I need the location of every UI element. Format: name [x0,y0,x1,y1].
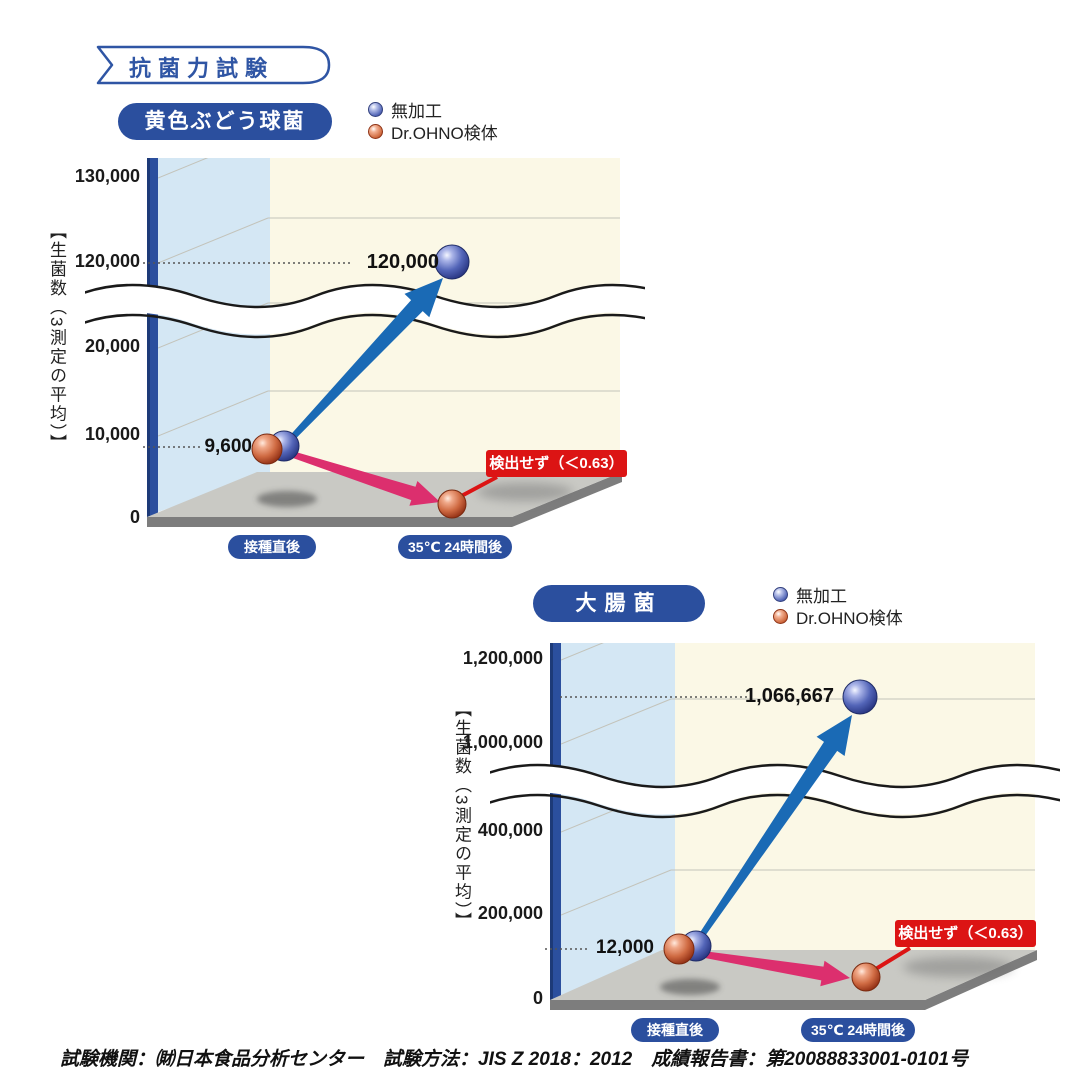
chart2-xlabel-inoculation: 接種直後 [631,1018,719,1042]
legend-untreated-label: 無加工 [391,101,442,121]
untreated-marker-icon [368,101,383,117]
legend-untreated-label: 無加工 [796,586,847,606]
chart2-title: 大腸菌 [575,592,663,615]
header-chevron-ribbon-icon [96,45,331,85]
chart1-decrease-arrow-icon [284,449,440,506]
chart1-untreated-value: 120,000 [366,251,439,273]
chart2-increase-arrow-icon [699,715,852,937]
legend-item-untreated: 無加工 [773,583,903,606]
chart1-y-axis-bar-shade [147,158,150,527]
chart2-side-wall [561,643,675,995]
sample-marker-icon [368,123,383,139]
sample-marker-icon [773,608,788,624]
chart1-start-sample-sphere [251,433,283,465]
chart1-y-axis-bar [147,158,158,527]
chart2-ytick: 400,000 [477,820,543,840]
chart2-xlabel-24h: 35℃ 24時間後 [801,1018,915,1042]
chart1-title: 黄色ぶどう球菌 [144,110,306,133]
test-certification-note: 試験機関：㈶日本食品分析センター 試験方法：JIS Z 2018：2012 成績… [60,1049,969,1070]
chart2-ytick: 200,000 [477,903,543,923]
chart2-plot [490,643,1060,1010]
chart2-floor-edge [550,950,1037,1010]
chart1-not-detected-callout: 検出せず（＜0.63） [486,450,627,477]
chart1-ytick: 20,000 [84,336,140,356]
chart2-title-badge: 大腸菌 [533,585,705,622]
chart2-start-sample-sphere [663,933,695,965]
untreated-marker-icon [773,586,788,602]
legend-sample-label: Dr.OHNO検体 [796,608,903,628]
chart1-start-value: 9,600 [204,436,252,457]
chart2-end-sample-sphere [851,962,881,992]
page-title: 抗菌力試験 [129,56,275,81]
chart1-end-sample-sphere [437,489,467,519]
chart1-ytick: 120,000 [74,251,140,271]
chart1-increase-arrow-icon [287,278,443,443]
legend-item-untreated: 無加工 [368,98,498,121]
start-point-shadow [660,979,720,995]
chart1-side-wall [158,158,270,512]
chart1-floor [147,472,622,517]
chart1-leader-lines [143,262,350,448]
chart2-start-value: 12,000 [595,937,654,958]
chart2-y-axis-bar [550,643,561,1010]
chart1-end-untreated-sphere [434,244,470,280]
chart2-untreated-value: 1,066,667 [745,685,834,707]
chart1-xlabel-inoculation: 接種直後 [228,535,316,559]
chart2-axis-break-wave [490,763,1060,819]
chart1-axis-break-wave [85,283,645,339]
legend-item-sample: Dr.OHNO検体 [773,605,903,628]
chart1-ytick: 130,000 [74,166,140,186]
chart1-title-badge: 黄色ぶどう球菌 [118,103,332,140]
chart1-plot [85,158,645,527]
chart2-ytick: 1,000,000 [462,732,543,752]
chart2-decrease-arrow-icon [694,950,850,987]
legend-sample-label: Dr.OHNO検体 [391,123,498,143]
chart2-y-axis-title: 【生菌数（3測定の平均）】 [452,700,471,931]
floor-shadow [903,957,1013,977]
legend-item-sample: Dr.OHNO検体 [368,120,498,143]
chart1-y-axis-title: 【生菌数（3測定の平均）】 [47,222,66,453]
start-point-shadow [257,491,317,507]
header-badge-outline [96,45,331,85]
chart1-floor-edge [147,472,622,527]
chart2-not-detected-callout: 検出せず（＜0.63） [895,920,1036,947]
chart2-ytick: 1,200,000 [462,648,543,668]
chart1-legend: 無加工 Dr.OHNO検体 [368,98,498,143]
chart2-leader-lines [545,696,748,950]
chart2-end-untreated-sphere [842,679,878,715]
floor-shadow [477,483,573,501]
header-badge: 抗菌力試験 [93,44,337,86]
chart2-y-axis-bar-shade [550,643,553,1010]
chart2-ytick: 0 [532,988,543,1008]
chart1-xlabel-24h: 35℃ 24時間後 [398,535,512,559]
chart2-legend: 無加工 Dr.OHNO検体 [773,583,903,628]
chart1-ytick: 10,000 [84,424,140,444]
chart1-ytick: 0 [129,507,140,527]
